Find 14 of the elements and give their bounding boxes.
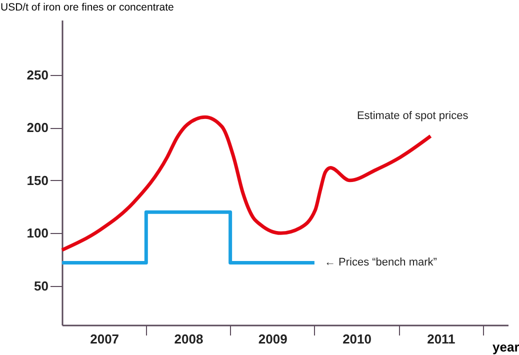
x-tick-label: 2009 — [258, 332, 288, 346]
text: Estimate of spot prices — [356, 110, 469, 122]
y-axis-title: USD/t of iron ore fines or concentrate — [0, 2, 174, 14]
y-tick-label: 250 — [26, 67, 48, 82]
x-tick-label: 2008 — [174, 332, 204, 346]
x-tick-label: 2010 — [342, 332, 372, 346]
y-tick-label: 150 — [26, 172, 48, 188]
x-tick-label: 2007 — [90, 332, 120, 346]
y-tick-label: 50 — [34, 278, 48, 294]
x-axis-title: year — [492, 340, 519, 354]
y-tick-label: 100 — [26, 226, 48, 241]
series-label: ← Prices “bench mark” — [324, 256, 438, 269]
y-tick-label: 200 — [26, 120, 48, 136]
x-tick-label: 2011 — [427, 332, 456, 346]
